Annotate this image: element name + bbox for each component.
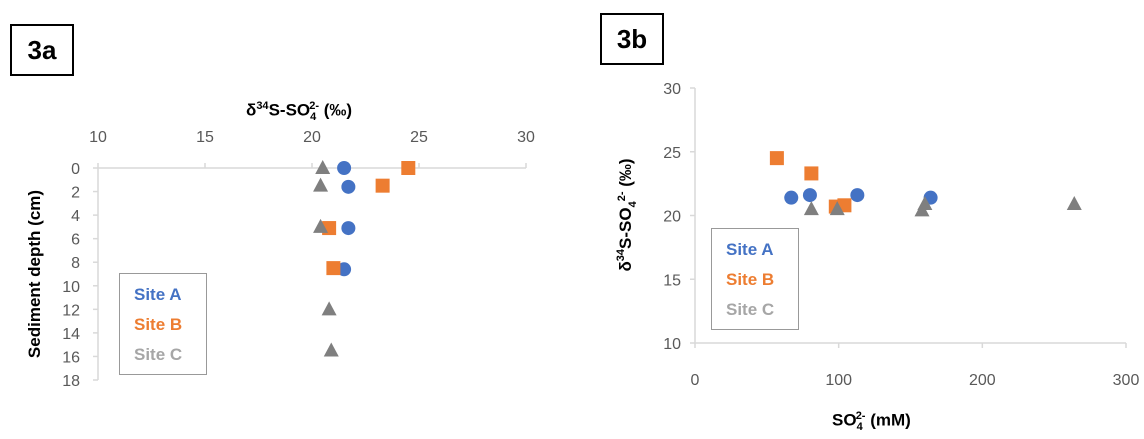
chart-a-point-site-a: [341, 221, 356, 236]
chart-a-point-site-a: [337, 262, 352, 277]
chart-a-point-site-b: [401, 161, 416, 175]
chart-b-legend-site-b: Site B: [726, 270, 775, 289]
chart-b-x-tick-label: 0: [691, 372, 700, 389]
chart-a-point-site-c: [315, 160, 331, 174]
chart-b-x-tick-label: 200: [969, 372, 996, 389]
chart-a-y-tick-label: 8: [71, 255, 80, 272]
chart-b-point-site-b: [804, 166, 819, 181]
panel-label-3b: 3b: [600, 13, 664, 65]
chart-b-legend: Site A Site B Site C: [711, 228, 799, 330]
chart-b-point-site-c: [829, 201, 845, 216]
chart-b-point-site-c: [803, 201, 819, 216]
chart-b-point-site-a: [802, 188, 817, 203]
chart-b-y-tick-label: 25: [663, 145, 681, 162]
chart-b-x-tick-label: 100: [825, 372, 852, 389]
chart-a-point-site-c: [323, 342, 339, 357]
chart-a-legend-site-a: Site A: [134, 285, 182, 304]
chart-a-y-tick-label: 0: [71, 161, 80, 178]
chart-b-point-site-b: [769, 151, 784, 166]
chart-b-legend-site-c: Site C: [726, 300, 775, 319]
chart-a-legend-site-b: Site B: [134, 315, 183, 334]
chart-a-point-site-a: [341, 179, 356, 194]
chart-a-x-axis-title: δ34S-SO42- (‰): [246, 100, 353, 124]
chart-a-y-axis-title: Sediment depth (cm): [25, 190, 44, 358]
chart-b-y-tick-label: 20: [663, 209, 681, 226]
panel-label-3b-text: 3b: [616, 23, 648, 54]
chart-a-point-site-c: [313, 218, 329, 233]
chart-a-y-tick-label: 14: [62, 326, 80, 343]
chart-a-point-site-b: [375, 178, 390, 193]
chart-b-x-axis-title: SO42- (mM): [832, 410, 911, 434]
chart-a-y-tick-label: 2: [71, 185, 80, 202]
chart-a-y-tick-label: 10: [62, 279, 80, 296]
chart-b-y-axis-title: δ34S-SO42- (‰): [615, 158, 639, 271]
chart-a-y-tick-label: 16: [62, 349, 80, 366]
chart-a-y-tick-label: 12: [62, 302, 80, 319]
chart-b-point-site-c: [917, 196, 933, 211]
panel-label-3a-text: 3a: [27, 34, 57, 65]
chart-b-point-site-c: [1066, 196, 1082, 211]
chart-b-point-site-a: [850, 188, 865, 203]
chart-a-point-site-b: [326, 261, 341, 276]
chart-b-y-tick-label: 30: [663, 81, 681, 98]
chart-b-y-tick-label: 10: [663, 336, 681, 353]
chart-a-legend-site-c: Site C: [134, 345, 183, 364]
chart-a-y-tick-label: 6: [71, 232, 80, 249]
chart-b-point-site-a: [784, 190, 799, 205]
chart-a-x-tick-label: 15: [196, 129, 214, 146]
panel-label-3a: 3a: [10, 24, 74, 76]
chart-a-y-tick-label: 18: [62, 373, 80, 390]
chart-a-y-tick-label: 4: [71, 208, 80, 225]
chart-a-legend: Site A Site B Site C: [119, 273, 207, 375]
chart-a-point-site-c: [321, 301, 337, 316]
chart-a-x-tick-label: 30: [517, 129, 535, 146]
chart-a-point-site-c: [313, 177, 329, 192]
chart-b-legend-site-a: Site A: [726, 240, 774, 259]
chart-a-x-tick-label: 10: [89, 129, 107, 146]
chart-b-x-tick-label: 300: [1113, 372, 1140, 389]
chart-a-x-tick-label: 25: [410, 129, 428, 146]
chart-a-point-site-a: [337, 161, 352, 175]
chart-b-y-tick-label: 15: [663, 272, 681, 289]
chart-a-x-tick-label: 20: [303, 129, 321, 146]
